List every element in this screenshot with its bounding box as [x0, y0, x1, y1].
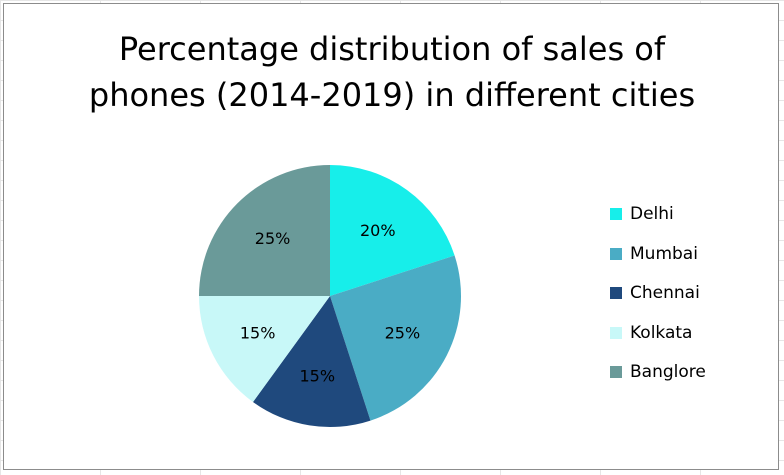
legend-swatch-banglore [610, 366, 622, 378]
chart-title-line-1: Percentage distribution of sales of [118, 30, 666, 68]
pie-chart: 20% 25% 15% 15% 25% [199, 165, 462, 427]
data-label-banglore: 25% [255, 229, 291, 248]
legend-item-kolkata[interactable]: Kolkata [610, 323, 706, 343]
legend-swatch-chennai [610, 287, 622, 299]
pie-slice-banglore[interactable] [199, 165, 330, 296]
data-label-mumbai: 25% [385, 323, 421, 342]
chart-title: Percentage distribution of sales of phon… [4, 26, 780, 118]
legend-item-banglore[interactable]: Banglore [610, 362, 706, 382]
pie-slice-chennai[interactable] [253, 296, 371, 427]
legend-label-chennai: Chennai [630, 283, 700, 303]
pie-slice-mumbai[interactable] [330, 255, 462, 421]
chart-title-line-2: phones (2014-2019) in different cities [88, 76, 696, 114]
legend-label-delhi: Delhi [630, 204, 674, 224]
data-label-chennai: 15% [300, 367, 336, 386]
legend-item-mumbai[interactable]: Mumbai [610, 244, 706, 264]
data-label-kolkata: 15% [240, 323, 276, 342]
legend-label-banglore: Banglore [630, 362, 706, 382]
legend-item-delhi[interactable]: Delhi [610, 204, 706, 224]
legend-swatch-delhi [610, 208, 622, 220]
legend-swatch-kolkata [610, 326, 622, 339]
legend: Delhi Mumbai Chennai Kolkata Banglore [610, 204, 706, 402]
chart-area[interactable]: Percentage distribution of sales of phon… [3, 3, 779, 470]
pie-slice-kolkata[interactable] [199, 296, 330, 402]
pie-slice-delhi[interactable] [330, 165, 455, 296]
data-label-delhi: 20% [360, 221, 396, 240]
legend-item-chennai[interactable]: Chennai [610, 283, 706, 303]
legend-swatch-mumbai [610, 247, 622, 260]
legend-label-kolkata: Kolkata [630, 322, 693, 343]
legend-label-mumbai: Mumbai [630, 243, 698, 264]
